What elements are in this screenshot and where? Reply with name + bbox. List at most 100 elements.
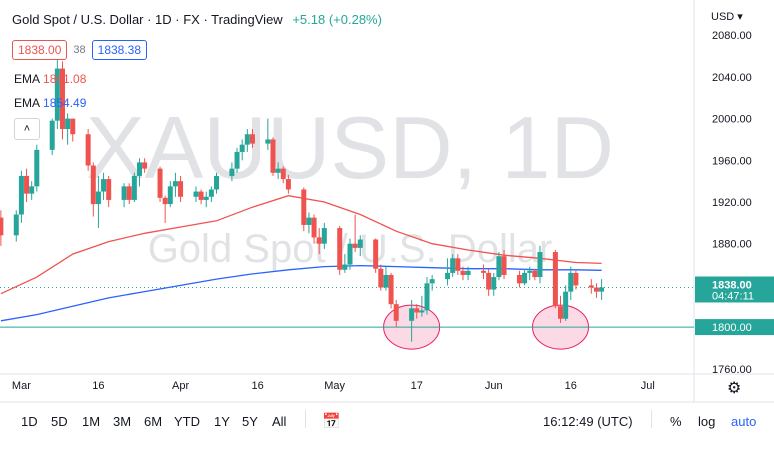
settings-gear-icon[interactable]: ⚙ [727,380,742,397]
candle [95,175,101,229]
y-tick-label: 1880.00 [712,239,752,251]
range-5d[interactable]: 5D [51,414,68,429]
range-1m[interactable]: 1M [82,414,101,429]
candle-body [34,149,40,187]
candle-body [424,283,430,311]
candle [29,181,35,200]
candle [486,268,492,296]
candle [532,268,538,281]
current-price-label: 1838.00 [712,279,752,291]
candle [599,279,605,300]
candle [229,162,235,182]
candle [167,181,173,208]
range-ytd[interactable]: YTD [174,414,200,429]
range-3m[interactable]: 3M [113,414,132,429]
candle-body [321,228,327,244]
candle [142,158,148,173]
candle [465,266,471,281]
candle-body [157,168,163,198]
x-tick-label: Apr [172,380,189,392]
ema-value: 1854.49 [43,96,87,110]
candle [101,172,107,200]
candle-body [131,175,137,200]
percent-scale-toggle[interactable]: % [670,414,682,429]
buy-button[interactable]: 1838.38 [91,40,148,60]
candle-body [85,134,91,166]
candle-body [90,165,96,205]
price-countdown-label: 04:47:11 [712,290,754,302]
candle [522,268,528,286]
candle [383,266,389,291]
candle [527,266,533,281]
candle-body [275,168,281,173]
ema-legend-fast[interactable]: EMA 1861.08 [14,72,86,86]
candle-body [445,272,451,280]
candle [49,118,55,156]
auto-scale-toggle[interactable]: auto [731,414,757,429]
candle-body [106,179,112,200]
candle-body [378,268,384,288]
x-tick-label: Mar [12,380,31,392]
candle-body [54,68,60,121]
candle-body [342,264,348,270]
candle [270,137,276,176]
candle-body [419,310,425,313]
candle-body [429,279,435,284]
range-1d[interactable]: 1D [21,414,38,429]
candle-body [178,181,184,197]
candle [193,186,199,202]
candle-body [136,162,142,176]
range-all[interactable]: All [272,414,287,429]
candle [480,264,486,280]
candle [0,210,4,246]
candle [214,172,220,194]
candle [563,285,569,321]
candle-body [599,287,605,292]
candle-body [265,139,271,144]
candle-body [568,272,574,292]
candle-body [49,120,55,150]
y-tick-label: 2040.00 [712,72,752,84]
candle-body [352,243,358,248]
date-range-calendar-icon[interactable]: 📅 [322,413,341,430]
utc-clock[interactable]: 16:12:49 (UTC) [543,414,633,429]
candle-body [496,256,502,278]
y-tick-label: 1960.00 [712,155,752,167]
candle-body [193,191,199,197]
y-tick-label: 1760.00 [712,364,752,376]
candle-body [198,191,204,200]
candle [347,238,353,270]
x-tick-label: Jun [485,380,503,392]
ema-legend-slow[interactable]: EMA 1854.49 [14,96,86,110]
candle [244,129,250,152]
candle-body [142,162,148,169]
candle [13,210,19,242]
y-tick-label: 1920.00 [712,197,752,209]
x-tick-label: 17 [411,380,423,392]
candle [131,172,137,202]
collapse-legend-button[interactable]: ˄ [14,118,40,140]
currency-selector[interactable]: USD ▾ [711,11,743,23]
candle [501,249,507,280]
candle-body [172,181,178,187]
range-6m[interactable]: 6M [144,414,163,429]
sell-button[interactable]: 1838.00 [12,40,68,60]
candle-body [537,252,543,278]
candle [537,245,543,284]
candle-body [373,239,379,269]
log-scale-toggle[interactable]: log [698,414,716,429]
symbol-title[interactable]: Gold Spot / U.S. Dollar · 1D · FX · Trad… [12,12,283,27]
range-1y[interactable]: 1Y [214,414,230,429]
x-tick-label: 16 [565,380,577,392]
candle-body [593,287,599,292]
range-5y[interactable]: 5Y [242,414,258,429]
candle-body [347,243,353,265]
candle-body [59,68,65,130]
x-tick-label: Jul [641,380,655,392]
candle [172,172,178,197]
candle [460,266,466,281]
candle [445,258,451,286]
candle-body [280,168,286,180]
